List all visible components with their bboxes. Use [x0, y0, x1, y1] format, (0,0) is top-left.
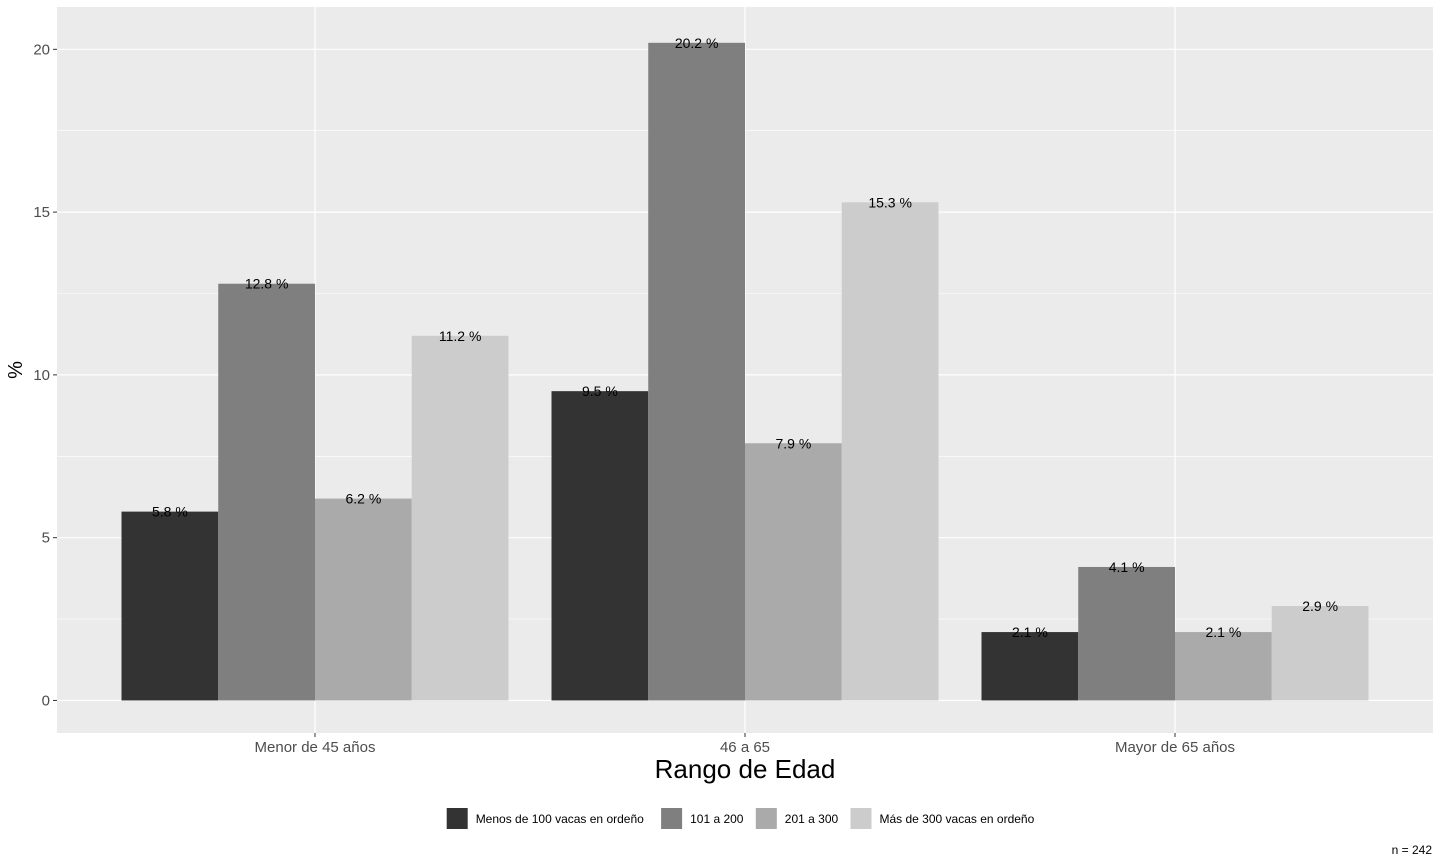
bar: [648, 42, 745, 701]
bar: [745, 443, 842, 701]
bar-label: 2.1 %: [1012, 624, 1048, 640]
bar-label: 2.1 %: [1205, 624, 1241, 640]
legend-key: [661, 808, 683, 829]
legend-label: 201 a 300: [785, 812, 839, 826]
bar-label: 7.9 %: [775, 435, 811, 451]
bar: [121, 511, 219, 701]
y-tick-label: 10: [33, 367, 50, 384]
bar-label: 15.3 %: [868, 194, 912, 210]
bar: [551, 391, 649, 701]
x-tick-label: 46 a 65: [720, 739, 770, 756]
x-tick-label: Menor de 45 años: [255, 739, 376, 756]
caption: n = 242: [1392, 843, 1433, 857]
legend-key: [755, 808, 777, 829]
bar-labels: 5.8 % 9.5 % 2.1 % 12.8 % 20.2 % 4.1 % 6.2 % 7.9…: [152, 35, 1338, 640]
bar: [841, 202, 939, 701]
bar: [218, 283, 315, 701]
x-axis: Menor de 45 años 46 a 65 Mayor de 65 años: [255, 733, 1235, 756]
y-axis: 0 5 10 15 20: [33, 41, 57, 709]
bar: [411, 335, 509, 701]
bar: [1271, 606, 1369, 701]
bar: [981, 632, 1079, 701]
x-tick-label: Mayor de 65 años: [1115, 739, 1235, 756]
legend: Menos de 100 vacas en ordeño 101 a 200 201…: [446, 808, 1035, 829]
legend-label: 101 a 200: [690, 812, 744, 826]
legend-label: Más de 300 vacas en ordeño: [880, 812, 1035, 826]
y-tick-label: 0: [42, 692, 50, 709]
bar-label: 11.2 %: [439, 328, 482, 344]
y-axis-title: %: [5, 361, 27, 379]
y-tick-label: 5: [42, 530, 50, 547]
bar-label: 6.2 %: [345, 491, 381, 507]
legend-label: Menos de 100 vacas en ordeño: [476, 812, 644, 826]
y-tick-label: 15: [33, 204, 50, 221]
bar-label: 12.8 %: [245, 276, 289, 292]
bar-label: 2.9 %: [1302, 598, 1338, 614]
y-tick-label: 20: [33, 41, 50, 58]
bar: [1175, 632, 1272, 701]
bar-label: 20.2 %: [675, 35, 719, 51]
bars: [121, 42, 1369, 701]
bar-label: 5.8 %: [152, 504, 188, 520]
bar: [315, 498, 412, 701]
bar: [1078, 566, 1175, 701]
legend-key: [850, 808, 872, 829]
legend-key: [446, 808, 468, 829]
x-axis-title: Rango de Edad: [655, 754, 836, 784]
bar-label: 9.5 %: [582, 383, 618, 399]
bar-label: 4.1 %: [1109, 559, 1145, 575]
